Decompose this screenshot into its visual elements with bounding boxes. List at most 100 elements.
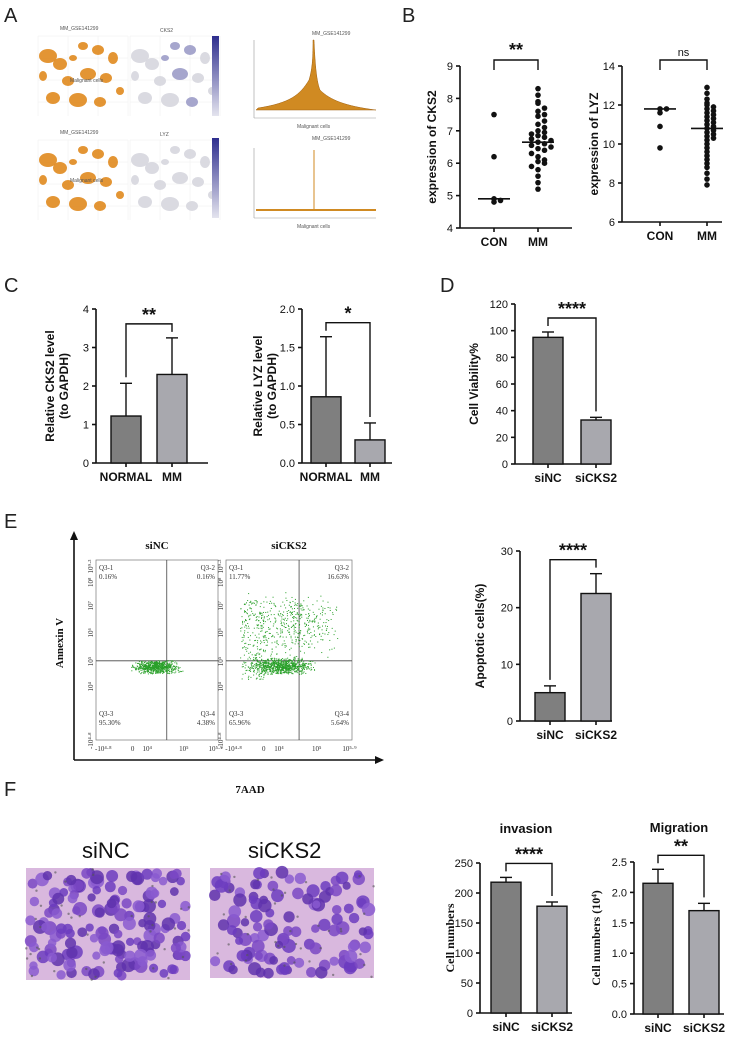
- flow-event-dot: [254, 654, 256, 656]
- flow-event-dot: [258, 616, 260, 618]
- flow-event-dot: [296, 664, 298, 666]
- flow-event-dot: [260, 660, 262, 662]
- flow-event-dot: [284, 619, 286, 621]
- flow-event-dot: [272, 672, 274, 674]
- flow-event-dot: [269, 618, 271, 620]
- flow-event-dot: [244, 604, 246, 606]
- flow-event-dot: [264, 661, 266, 663]
- umap-cluster: [100, 73, 112, 83]
- flow-event-dot: [293, 665, 295, 667]
- violin-plot-1: Malignant cells: [253, 39, 377, 130]
- category-label: siCKS2: [575, 471, 617, 485]
- flow-event-dot: [146, 662, 148, 664]
- flow-event-dot: [242, 620, 244, 622]
- flow-event-dot: [277, 633, 279, 635]
- stained-cell: [267, 880, 279, 892]
- flow-event-dot: [162, 671, 164, 673]
- umap-feature-plot-2: [129, 139, 221, 220]
- flow-event-dot: [285, 663, 287, 665]
- flow-event-dot: [166, 667, 168, 669]
- stained-cell: [343, 903, 354, 914]
- flow-event-dot: [276, 659, 278, 661]
- umap-cluster: [94, 97, 106, 107]
- flow-event-dot: [243, 621, 245, 623]
- flow-event-dot: [270, 670, 272, 672]
- flow-event-dot: [256, 661, 258, 663]
- flow-event-dot: [266, 665, 268, 667]
- pore-dot: [317, 924, 320, 927]
- flow-event-dot: [243, 654, 245, 656]
- umap-cluster: [53, 58, 67, 70]
- flow-event-dot: [280, 663, 282, 665]
- flow-event-dot: [268, 667, 270, 669]
- stained-cell: [280, 966, 290, 976]
- stained-cell: [263, 967, 274, 979]
- transwell-label-sinc: siNC: [82, 838, 130, 863]
- flow-event-dot: [297, 669, 299, 671]
- stained-cell: [176, 920, 187, 931]
- flow-event-dot: [298, 672, 300, 674]
- flow-event-dot: [269, 670, 271, 672]
- flow-event-dot: [337, 638, 339, 640]
- flow-event-dot: [319, 633, 321, 635]
- flow-event-dot: [284, 668, 286, 670]
- flow-event-dot: [320, 635, 322, 637]
- significance-label: ****: [558, 299, 586, 319]
- data-point: [535, 132, 541, 139]
- flow-event-dot: [257, 648, 259, 650]
- pore-dot: [150, 900, 153, 904]
- flow-event-dot: [277, 667, 279, 669]
- flow-event-dot: [136, 668, 138, 670]
- flow-event-dot: [307, 666, 309, 668]
- flow-event-dot: [174, 662, 176, 664]
- flow-event-dot: [272, 660, 274, 662]
- flow-event-dot: [309, 609, 311, 611]
- pore-dot: [37, 947, 41, 951]
- flow-event-dot: [162, 672, 164, 674]
- flow-event-dot: [156, 670, 158, 672]
- umap-cluster: [69, 159, 77, 165]
- bar: [156, 373, 188, 464]
- flow-event-dot: [245, 625, 247, 627]
- flow-event-dot: [162, 665, 164, 667]
- flow-event-dot: [329, 639, 331, 641]
- flow-event-dot: [154, 667, 156, 669]
- flow-event-dot: [276, 666, 278, 668]
- flow-event-dot: [284, 666, 286, 668]
- flow-event-dot: [290, 635, 292, 637]
- flow-event-dot: [303, 635, 305, 637]
- flow-event-dot: [278, 668, 280, 670]
- flow-event-dot: [156, 661, 158, 663]
- flow-event-dot: [143, 664, 145, 666]
- flow-event-dot: [280, 666, 282, 668]
- stained-cell: [67, 893, 78, 904]
- flow-event-dot: [286, 660, 288, 662]
- flow-event-dot: [265, 635, 267, 637]
- flow-event-dot: [247, 631, 249, 633]
- flow-event-dot: [250, 600, 252, 602]
- flow-event-dot: [248, 670, 250, 672]
- flow-event-dot: [255, 673, 257, 675]
- flow-event-dot: [292, 668, 294, 670]
- flow-event-dot: [291, 660, 293, 662]
- flow-event-dot: [285, 672, 287, 674]
- flow-event-dot: [241, 641, 243, 643]
- flow-event-dot: [279, 628, 281, 630]
- flow-event-dot: [247, 658, 249, 660]
- flow-event-dot: [167, 663, 169, 665]
- flow-event-dot: [276, 665, 278, 667]
- flow-event-dot: [287, 665, 289, 667]
- flow-event-dot: [161, 670, 163, 672]
- flow-event-dot: [278, 667, 280, 669]
- flow-event-dot: [250, 608, 252, 610]
- flow-event-dot: [283, 625, 285, 627]
- stained-cell: [348, 912, 360, 924]
- stained-cell: [56, 970, 66, 980]
- flow-event-dot: [245, 664, 247, 666]
- flow-event-dot: [251, 661, 253, 663]
- flow-event-dot: [302, 665, 304, 667]
- flow-event-dot: [280, 635, 282, 637]
- flow-event-dot: [280, 668, 282, 670]
- flow-x-tick: 0: [131, 745, 135, 753]
